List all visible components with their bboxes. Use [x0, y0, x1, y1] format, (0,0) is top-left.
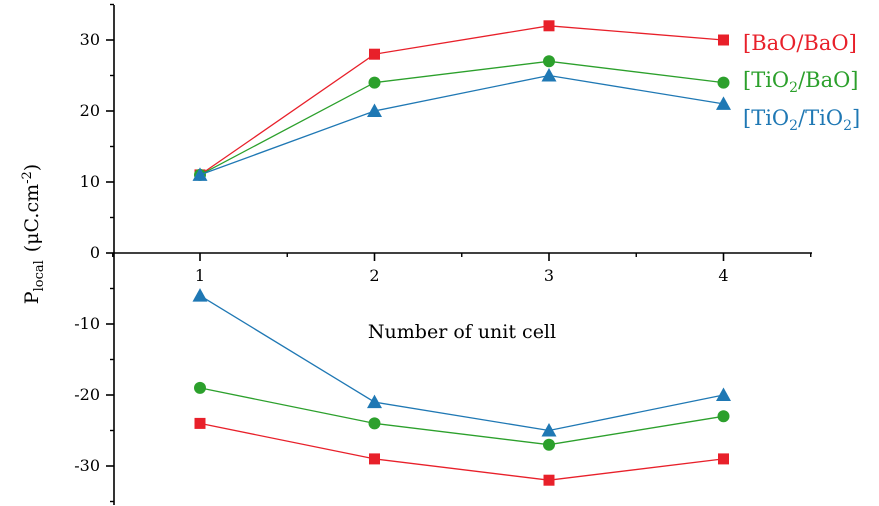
y-tick-label: 10	[80, 172, 100, 191]
legend-text: [TiO	[743, 68, 789, 92]
data-point-square	[543, 474, 555, 486]
series-4	[194, 381, 730, 451]
y-tick-label: -30	[74, 456, 100, 475]
series-line	[199, 295, 724, 432]
series-1	[194, 55, 730, 181]
axes: -30 -20 -10 0 10 20 30 1 2 3 4	[74, 3, 812, 505]
legend-text: [TiO	[743, 106, 789, 130]
legend-text: /TiO	[798, 106, 843, 130]
y-axis-title-unit-close: )	[21, 164, 43, 171]
y-axis-title-unit-sup: -2	[20, 171, 35, 184]
legend-text: ]	[852, 106, 860, 130]
legend: [BaO/BaO][TiO2/BaO][TiO2/TiO2]	[743, 31, 860, 134]
data-point-circle	[194, 381, 206, 394]
data-point-triangle	[716, 387, 731, 401]
series-line	[199, 60, 724, 176]
data-point-square	[718, 453, 729, 465]
y-axis-title: Plocal (μC.cm-2)	[20, 164, 47, 304]
series-0	[194, 20, 729, 181]
legend-subscript: 2	[789, 118, 798, 134]
y-tick-label: 0	[90, 243, 100, 262]
y-tick-label: 30	[80, 30, 100, 49]
series-5	[192, 288, 731, 437]
data-point-triangle	[716, 96, 731, 110]
series-line	[199, 25, 724, 176]
series-line	[199, 422, 724, 481]
data-point-square	[369, 453, 380, 465]
data-point-triangle	[541, 423, 557, 437]
series-line	[199, 74, 724, 176]
y-tick-label: -20	[74, 385, 100, 404]
data-point-square	[369, 48, 380, 60]
x-tick-label: 2	[369, 266, 379, 285]
legend-entry: [TiO2/BaO]	[743, 68, 859, 96]
x-axis-title: Number of unit cell	[368, 321, 556, 343]
legend-subscript: 2	[843, 118, 852, 134]
data-point-square	[718, 34, 729, 46]
y-axis-title-sub: local	[32, 260, 47, 291]
y-axis-title-main: P	[21, 291, 43, 304]
series-3	[194, 417, 729, 486]
data-point-circle	[368, 417, 381, 430]
legend-entry: [TiO2/TiO2]	[743, 106, 860, 134]
data-point-square	[194, 417, 206, 429]
legend-text: /BaO]	[798, 68, 858, 92]
y-axis-title-unit: (μC.cm	[21, 184, 43, 252]
data-point-triangle	[367, 394, 382, 409]
data-point-circle	[368, 76, 381, 89]
legend-text: [BaO/BaO]	[743, 31, 857, 55]
y-tick-label: -10	[74, 314, 100, 333]
series-line	[199, 387, 724, 446]
legend-entry: [BaO/BaO]	[743, 31, 857, 55]
data-point-triangle	[192, 288, 208, 302]
data-point-triangle	[192, 167, 208, 181]
y-tick-label: 20	[80, 101, 100, 120]
series-2	[192, 68, 731, 181]
data-point-circle	[543, 438, 555, 451]
x-tick-label: 1	[195, 266, 205, 285]
data-point-circle	[543, 55, 555, 68]
data-point-circle	[717, 76, 730, 89]
data-point-circle	[717, 410, 730, 423]
data-point-triangle	[367, 103, 382, 117]
legend-subscript: 2	[789, 80, 798, 96]
series-layer	[192, 20, 731, 486]
x-tick-label: 4	[718, 266, 728, 285]
data-point-square	[543, 20, 555, 32]
x-tick-label: 3	[544, 266, 554, 285]
data-point-triangle	[541, 68, 557, 82]
